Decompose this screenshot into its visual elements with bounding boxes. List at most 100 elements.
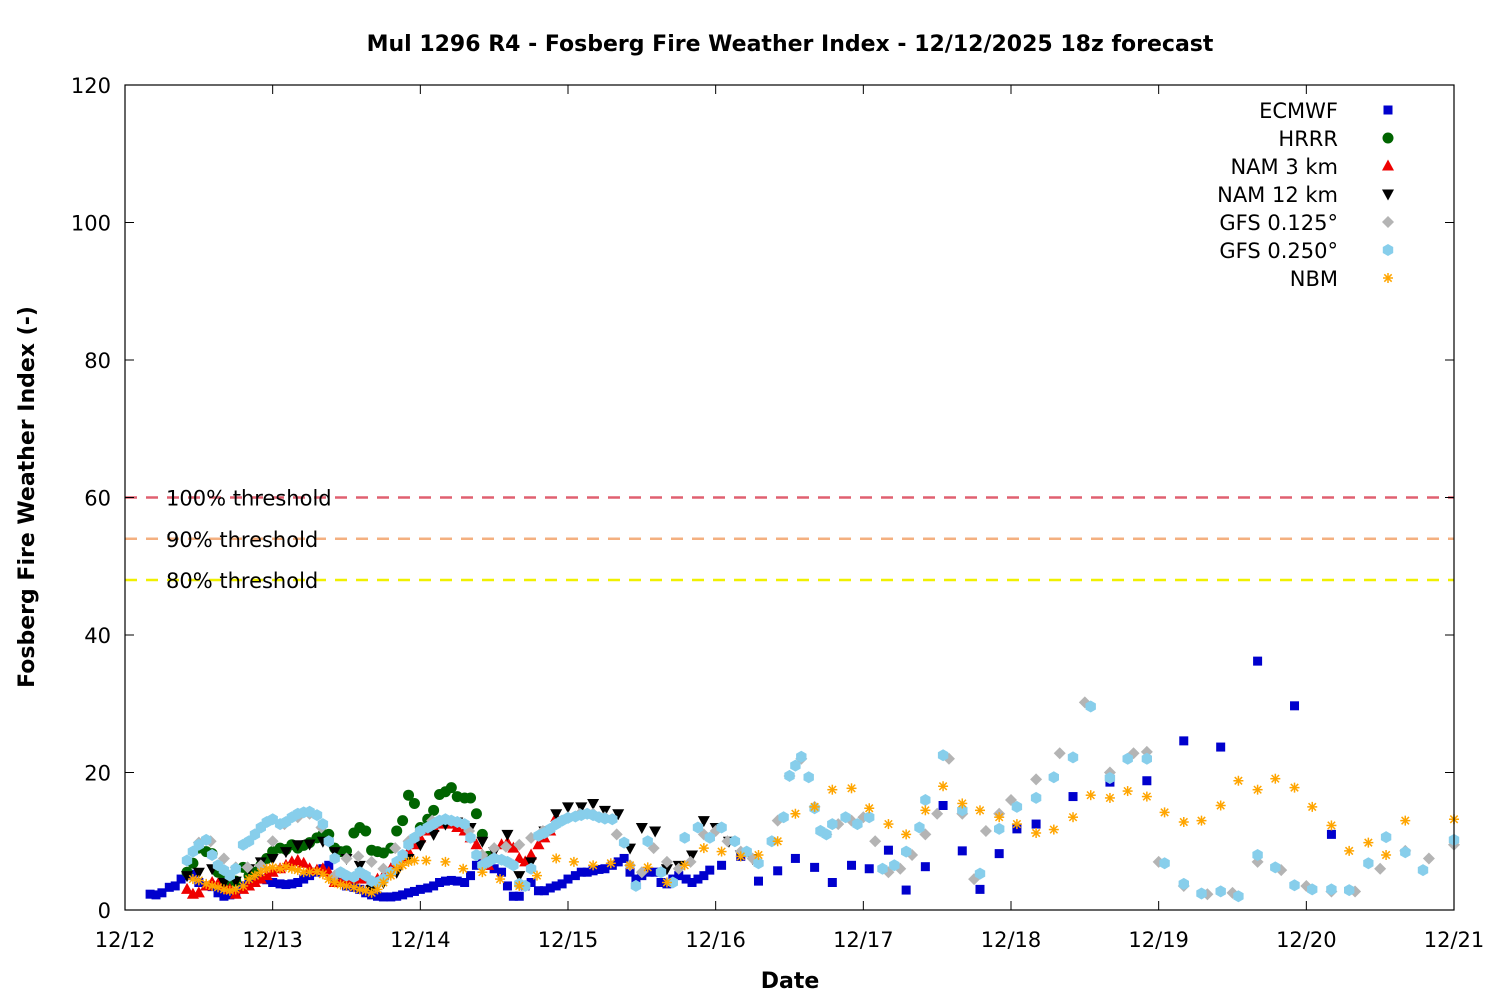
asterisk-stroke <box>1179 817 1189 827</box>
point-nbm <box>495 874 506 885</box>
legend-marker-nbm <box>1383 273 1393 283</box>
point-ecmwf <box>847 860 857 870</box>
asterisk-stroke <box>736 852 746 861</box>
point-ecmwf <box>324 860 334 870</box>
point-ecmwf <box>386 892 396 902</box>
point-nbm <box>1031 828 1042 838</box>
point-nbm <box>1400 815 1411 826</box>
point-gfs-0-250 <box>607 813 618 826</box>
point-nam-12-km <box>562 802 574 814</box>
legend-label-gfs-0-250: GFS 0.250° <box>1219 239 1338 263</box>
point-hrrr <box>341 845 352 857</box>
point-gfs-0-250 <box>1270 861 1281 874</box>
threshold-lines: 100% threshold 90% threshold 80% threshold <box>125 487 1454 593</box>
point-gfs-0-125 <box>488 842 501 855</box>
asterisk-stroke <box>865 804 874 813</box>
point-hrrr <box>403 789 415 801</box>
asterisk-stroke <box>422 856 431 865</box>
point-ecmwf <box>435 878 445 887</box>
point-nam-12-km <box>550 809 563 821</box>
point-gfs-0-250 <box>704 831 715 844</box>
asterisk-stroke <box>847 784 856 793</box>
point-nbm <box>1178 817 1189 827</box>
asterisk-stroke <box>1142 792 1152 801</box>
asterisk-stroke <box>662 878 672 887</box>
point-gfs-0-250 <box>784 769 795 782</box>
asterisk-stroke <box>901 830 911 839</box>
series-nbm <box>187 773 1459 898</box>
asterisk-stroke <box>361 886 370 895</box>
asterisk-stroke <box>1086 790 1095 800</box>
point-nam-3-km <box>248 876 261 887</box>
point-nbm <box>267 862 278 873</box>
asterisk-stroke <box>699 843 709 853</box>
point-ecmwf <box>508 891 518 901</box>
point-gfs-0-250 <box>778 811 789 824</box>
point-ecmwf <box>145 889 155 899</box>
asterisk-stroke <box>330 878 339 887</box>
asterisk-stroke <box>625 861 635 870</box>
legend-marker-gfs-0-250 <box>1382 244 1394 256</box>
point-nam-3-km <box>243 879 256 891</box>
asterisk-stroke <box>238 881 248 891</box>
point-gfs-0-250 <box>1233 890 1244 903</box>
point-nbm <box>827 784 838 795</box>
point-nbm <box>1159 807 1170 818</box>
point-nbm <box>193 875 204 886</box>
point-nbm <box>716 846 727 857</box>
point-nbm <box>1307 801 1318 812</box>
asterisk-stroke <box>213 883 223 892</box>
asterisk-stroke <box>386 871 396 880</box>
point-ecmwf <box>650 867 660 877</box>
asterisk-stroke <box>532 871 542 880</box>
asterisk-stroke <box>1160 808 1169 817</box>
point-gfs-0-250 <box>1307 883 1318 896</box>
point-nam-12-km <box>303 839 316 851</box>
asterisk-stroke <box>379 878 388 887</box>
point-nbm <box>238 880 249 891</box>
asterisk-stroke <box>318 870 328 879</box>
point-ecmwf <box>644 867 654 877</box>
point-ecmwf <box>957 846 967 856</box>
point-nbm <box>1068 812 1079 823</box>
point-gfs-0-250 <box>1344 884 1355 897</box>
asterisk-stroke <box>305 867 314 877</box>
asterisk-stroke <box>262 864 271 873</box>
point-gfs-0-250 <box>329 852 340 865</box>
point-gfs-0-250 <box>729 835 741 848</box>
data-points <box>145 656 1460 903</box>
asterisk-stroke <box>551 854 561 863</box>
point-hrrr <box>445 782 457 794</box>
point-ecmwf <box>594 864 604 874</box>
point-nbm <box>1104 792 1115 803</box>
point-gfs-0-125 <box>241 861 254 874</box>
point-gfs-0-250 <box>1159 857 1170 870</box>
legend-marker-ecmwf <box>1383 105 1393 115</box>
point-nbm <box>1085 790 1096 801</box>
point-nam-3-km <box>192 886 205 898</box>
point-nbm <box>1196 815 1207 826</box>
asterisk-stroke <box>367 888 376 898</box>
x-tick-label: 12/19 <box>1128 928 1189 952</box>
point-ecmwf <box>281 880 291 890</box>
point-nam-12-km <box>649 826 662 838</box>
point-ecmwf <box>901 885 911 895</box>
point-ecmwf <box>466 871 476 881</box>
point-nbm <box>230 884 241 895</box>
point-nam-12-km <box>217 878 230 889</box>
point-gfs-0-250 <box>716 821 727 834</box>
point-gfs-0-250 <box>803 771 814 784</box>
point-nbm <box>1252 784 1263 795</box>
point-gfs-0-250 <box>994 822 1005 835</box>
legend: ECMWF HRRR NAM 3 km NAM 12 km GFS 0.125° GFS … <box>1217 99 1394 291</box>
asterisk-stroke <box>244 874 254 884</box>
point-nbm <box>341 880 352 891</box>
asterisk-stroke <box>828 785 837 794</box>
point-ecmwf <box>864 864 874 874</box>
point-hrrr <box>391 825 403 837</box>
point-ecmwf <box>404 888 414 898</box>
asterisk-stroke <box>194 876 204 885</box>
point-nbm <box>864 803 875 814</box>
point-ecmwf <box>460 878 470 887</box>
